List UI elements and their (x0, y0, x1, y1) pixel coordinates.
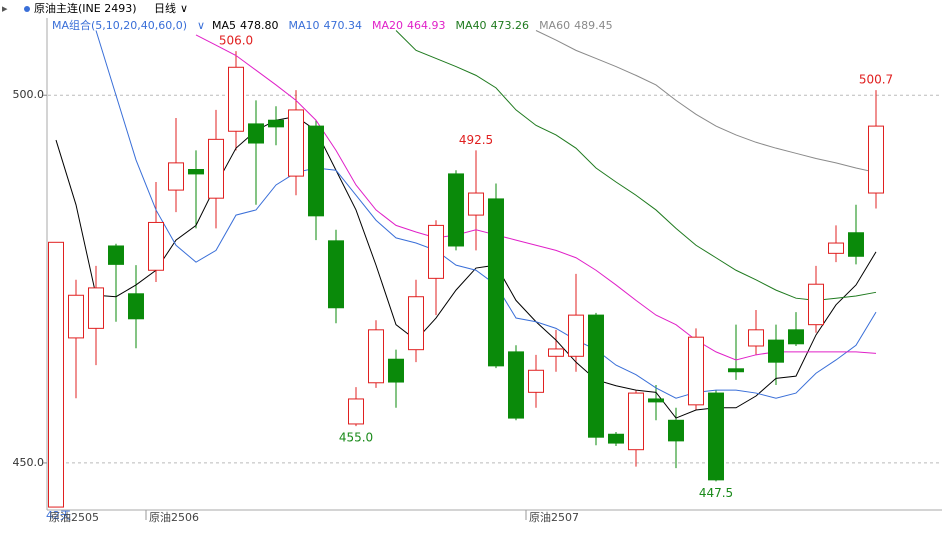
candle-body (408, 296, 424, 351)
candle-body (748, 329, 764, 347)
candle-body (148, 221, 164, 271)
candle-body (268, 119, 284, 128)
candle-body (48, 241, 64, 508)
extreme-label: 455.0 (339, 431, 373, 445)
x-tick-label: 原油2507 (529, 510, 579, 524)
candle-body (188, 168, 204, 175)
candle-body (588, 314, 604, 438)
candle-body (868, 125, 884, 194)
legend-name: MA10 (289, 19, 320, 32)
extreme-label: 506.0 (219, 34, 253, 48)
candle-body (608, 433, 624, 444)
candle-body (488, 198, 504, 367)
collapse-icon[interactable]: ▸ (2, 2, 8, 15)
ma-line (55, 116, 877, 419)
header-title: 原油主连(INE 2493) (34, 1, 137, 15)
legend-value: 470.34 (324, 19, 363, 32)
extreme-label: 500.7 (859, 73, 893, 87)
candle-body (708, 392, 724, 481)
extreme-label: 447.5 (699, 486, 733, 500)
candle-body (728, 368, 744, 373)
ma-line (95, 30, 877, 399)
candle-body (628, 392, 644, 451)
period-dropdown-icon[interactable]: ∨ (180, 2, 188, 15)
candle-body (128, 293, 144, 320)
candle-body (248, 123, 264, 144)
x-tick-label: 原油2506 (149, 510, 199, 524)
legend-value: 473.26 (491, 19, 530, 32)
candle-body (368, 329, 384, 384)
candle-body (288, 109, 304, 177)
legend-name: MA20 (372, 19, 403, 32)
legend-name: MA40 (456, 19, 487, 32)
period-count: 42天 (46, 509, 71, 522)
candle-body (168, 162, 184, 191)
candle-body (528, 369, 544, 393)
ma-line (395, 30, 877, 301)
candle-body (448, 173, 464, 247)
legend-name: MA5 (212, 19, 236, 32)
candle-body (468, 192, 484, 216)
ma-line (195, 34, 877, 361)
y-tick-label: 450.0 (13, 456, 45, 469)
legend-value: 464.93 (407, 19, 446, 32)
candle-body (828, 242, 844, 254)
candle-body (808, 283, 824, 326)
ma-dropdown-icon[interactable]: ∨ (197, 19, 205, 32)
ma-line (535, 30, 877, 173)
candle-body (428, 224, 444, 279)
candle-body (88, 287, 104, 329)
candle-body (68, 294, 84, 339)
extreme-label: 492.5 (459, 133, 493, 147)
legend-value: 478.80 (240, 19, 279, 32)
period-selector[interactable]: 日线 (154, 1, 176, 15)
legend-value: 489.45 (574, 19, 613, 32)
candle-body (668, 419, 684, 442)
candle-body (688, 336, 704, 406)
ma-group[interactable]: MA组合(5,10,20,40,60,0) (52, 18, 187, 32)
candle-body (348, 398, 364, 425)
candle-body (788, 329, 804, 345)
candle-body (648, 398, 664, 403)
candle-body (548, 348, 564, 357)
x-tick-label: 原油2505 (49, 510, 99, 524)
candle-body (328, 240, 344, 309)
candle-body (108, 245, 124, 265)
legend-name: MA60 (539, 19, 570, 32)
candle-body (208, 138, 224, 199)
status-dot (24, 6, 30, 12)
candle-body (768, 339, 784, 363)
y-tick-label: 500.0 (13, 88, 45, 101)
candle-body (508, 351, 524, 419)
candle-body (848, 232, 864, 257)
candle-body (228, 66, 244, 132)
candle-body (568, 314, 584, 357)
candle-body (308, 125, 324, 217)
candle-body (388, 358, 404, 383)
